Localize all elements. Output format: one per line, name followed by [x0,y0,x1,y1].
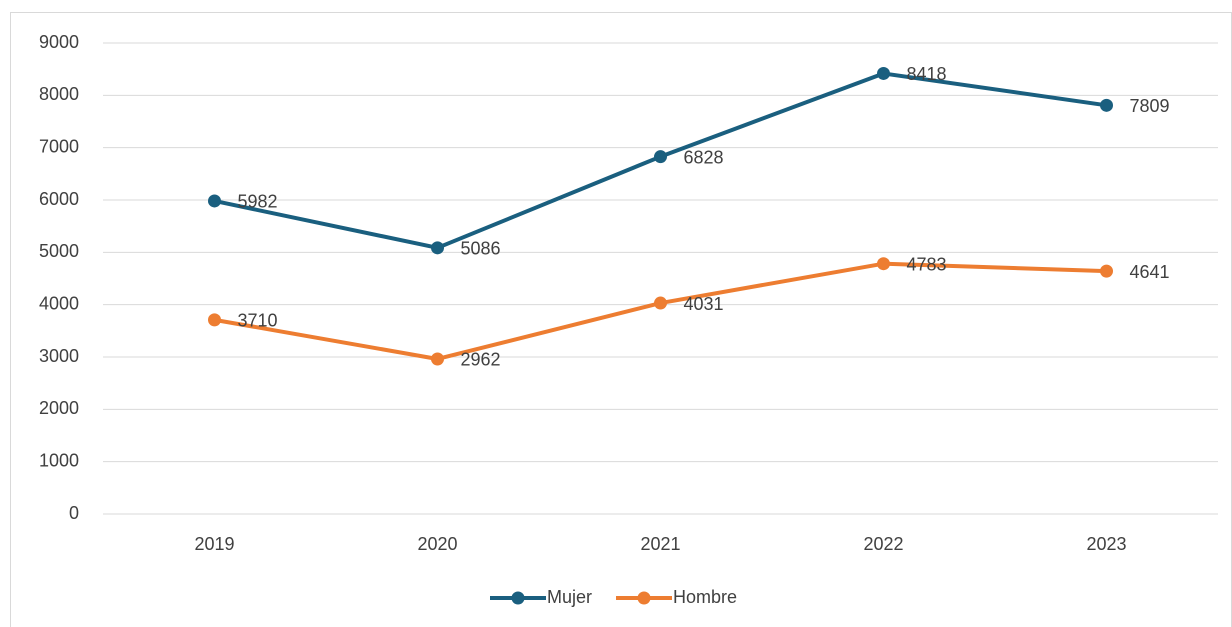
x-tick-label: 2021 [640,534,680,554]
x-tick-label: 2022 [863,534,903,554]
x-tick-label: 2019 [194,534,234,554]
y-tick-label: 7000 [39,136,79,156]
data-label: 4641 [1130,262,1170,282]
data-point [208,313,221,327]
y-tick-label: 5000 [39,241,79,261]
x-tick-label: 2020 [417,534,457,554]
data-label: 8418 [907,64,947,84]
data-label: 4783 [907,254,947,274]
data-label: 4031 [684,294,724,314]
data-point [1100,98,1113,112]
data-label: 6828 [684,147,724,167]
data-label: 5982 [238,192,278,212]
data-point [208,194,221,208]
data-label: 3710 [238,311,278,331]
y-tick-label: 0 [69,503,79,523]
legend-label: Mujer [547,587,592,607]
data-point [654,150,667,164]
data-point [654,296,667,310]
legend-marker [637,591,651,605]
data-point [431,352,444,366]
y-tick-label: 4000 [39,293,79,313]
data-point [1100,264,1113,278]
data-label: 5086 [461,239,501,259]
legend-label: Hombre [673,587,737,607]
data-label: 7809 [1130,96,1170,116]
data-point [431,241,444,255]
data-point [877,66,890,80]
data-point [877,257,890,271]
data-label: 2962 [461,350,501,370]
y-tick-label: 6000 [39,189,79,209]
y-tick-label: 1000 [39,450,79,470]
y-tick-label: 9000 [39,32,79,52]
y-tick-label: 3000 [39,346,79,366]
y-tick-label: 2000 [39,398,79,418]
y-tick-label: 8000 [39,84,79,104]
legend-marker [511,591,525,605]
x-tick-label: 2023 [1086,534,1126,554]
